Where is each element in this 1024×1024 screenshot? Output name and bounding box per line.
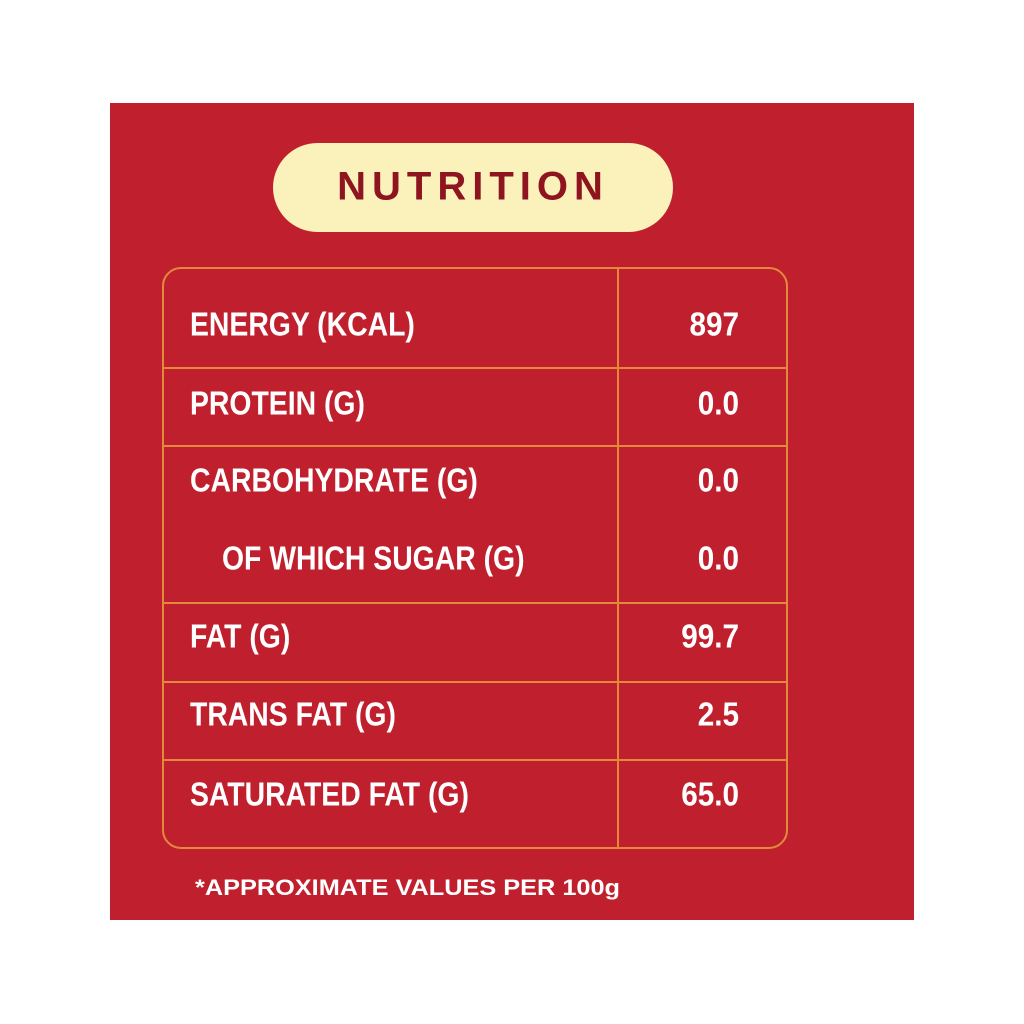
footnote: *APPROXIMATE VALUES PER 100g bbox=[195, 875, 620, 900]
table-border bbox=[162, 267, 788, 849]
nutrient-value: 0.0 bbox=[698, 385, 739, 422]
nutrient-label: TRANS FAT (G) bbox=[190, 696, 396, 734]
nutrient-value: 65.0 bbox=[681, 776, 739, 813]
nutrient-label: CARBOHYDRATE (G) bbox=[190, 462, 478, 500]
nutrient-label: FAT (G) bbox=[190, 618, 290, 656]
nutrient-value: 0.0 bbox=[698, 462, 739, 499]
nutrient-label: OF WHICH SUGAR (G) bbox=[222, 540, 525, 578]
nutrient-label: PROTEIN (G) bbox=[190, 385, 365, 423]
nutrient-label: SATURATED FAT (G) bbox=[190, 776, 469, 814]
nutrient-value: 2.5 bbox=[698, 696, 739, 733]
title-pill bbox=[273, 143, 673, 232]
nutrient-label: ENERGY (KCAL) bbox=[190, 306, 415, 344]
title: NUTRITION bbox=[337, 165, 609, 209]
panel bbox=[110, 103, 914, 920]
nutrient-value: 0.0 bbox=[698, 540, 739, 577]
row-dividers bbox=[163, 367, 787, 761]
nutrient-value: 897 bbox=[689, 306, 739, 343]
nutrient-value: 99.7 bbox=[681, 618, 739, 655]
